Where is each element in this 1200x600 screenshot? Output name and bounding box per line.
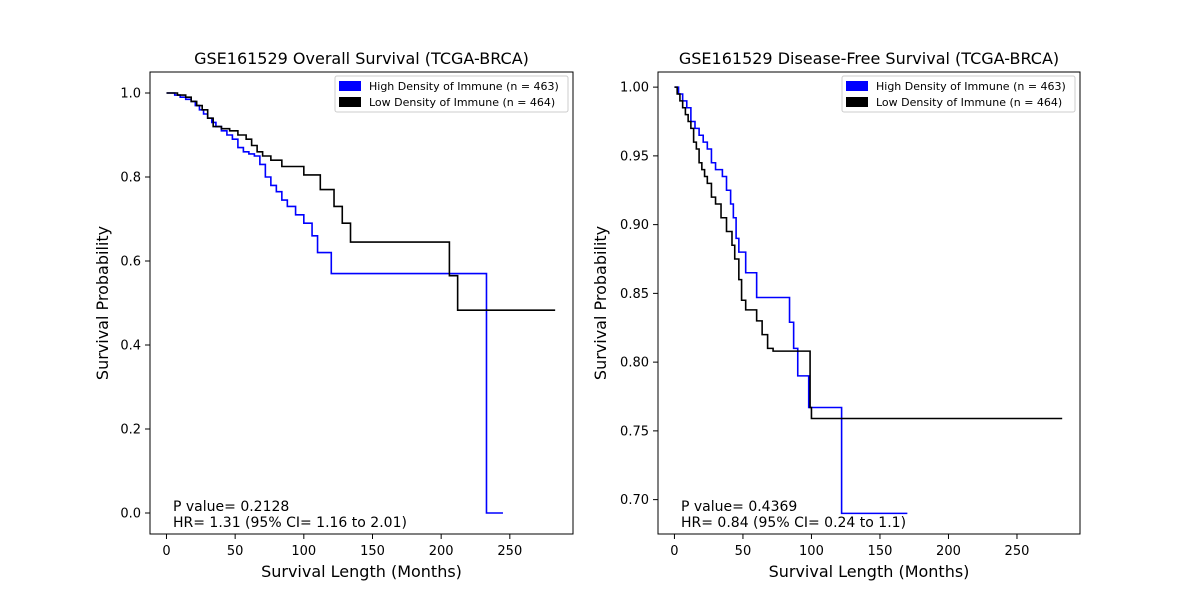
legend: High Density of Immune (n = 463) Low Den… bbox=[841, 75, 1076, 113]
x-axis-label: Survival Length (Months) bbox=[769, 562, 970, 581]
y-axis-label: Survival Probability bbox=[591, 226, 610, 380]
y-tick-label: 0.6 bbox=[120, 255, 141, 270]
legend-label-low: Low Density of Immune (n = 464) bbox=[369, 96, 555, 109]
survival-curve-low-density bbox=[674, 86, 1063, 420]
y-tick-label: 0.90 bbox=[620, 218, 649, 233]
legend-swatch-low bbox=[846, 97, 868, 107]
legend-swatch-high bbox=[846, 81, 868, 91]
axis-ticks: 0 50 100 150 200 250 0.0 0.2 0.4 0.6 0.8 1.0 bbox=[120, 87, 522, 560]
x-tick-label: 200 bbox=[936, 544, 961, 559]
x-tick-label: 50 bbox=[227, 544, 244, 559]
hazard-ratio-annotation: HR= 1.31 (95% CI= 1.16 to 2.01) bbox=[173, 515, 407, 531]
hazard-ratio-annotation: HR= 0.84 (95% CI= 0.24 to 1.1) bbox=[681, 515, 906, 531]
x-tick-label: 150 bbox=[360, 544, 385, 559]
y-axis-label: Survival Probability bbox=[93, 226, 112, 380]
x-tick-label: 0 bbox=[670, 544, 678, 559]
plot-frame bbox=[657, 71, 1081, 535]
plot-area bbox=[150, 72, 573, 534]
y-tick-label: 0.70 bbox=[620, 493, 649, 508]
x-tick-label: 50 bbox=[735, 544, 752, 559]
survival-curves bbox=[166, 92, 556, 514]
legend-box bbox=[841, 75, 1076, 113]
x-tick-label: 250 bbox=[1005, 544, 1030, 559]
y-tick-label: 0.0 bbox=[120, 507, 141, 522]
y-tick-label: 0.2 bbox=[120, 423, 141, 438]
legend-swatch-high bbox=[339, 81, 361, 91]
y-tick-label: 0.8 bbox=[120, 171, 141, 186]
y-tick-label: 0.75 bbox=[620, 424, 649, 439]
legend: High Density of Immune (n = 463) Low Den… bbox=[334, 75, 569, 113]
plot-frame bbox=[149, 71, 574, 535]
y-tick-label: 0.95 bbox=[620, 149, 649, 164]
x-tick-label: 0 bbox=[162, 544, 170, 559]
x-axis-label: Survival Length (Months) bbox=[261, 562, 462, 581]
y-tick-label: 0.80 bbox=[620, 356, 649, 371]
survival-curve-high-density bbox=[674, 86, 908, 515]
legend-label-low: Low Density of Immune (n = 464) bbox=[876, 96, 1062, 109]
y-tick-label: 1.00 bbox=[620, 81, 649, 96]
x-tick-label: 100 bbox=[799, 544, 824, 559]
overall-survival-panel: GSE161529 Overall Survival (TCGA-BRCA) S… bbox=[93, 49, 574, 581]
y-tick-label: 0.4 bbox=[120, 339, 141, 354]
p-value-annotation: P value= 0.4369 bbox=[681, 499, 797, 515]
x-tick-label: 100 bbox=[291, 544, 316, 559]
legend-box bbox=[334, 75, 569, 113]
legend-swatch-low bbox=[339, 97, 361, 107]
x-tick-label: 150 bbox=[868, 544, 893, 559]
x-tick-label: 200 bbox=[429, 544, 454, 559]
legend-label-high: High Density of Immune (n = 463) bbox=[876, 80, 1066, 93]
survival-curve-low-density bbox=[166, 92, 556, 311]
plot-area bbox=[658, 72, 1080, 534]
x-tick-label: 250 bbox=[497, 544, 522, 559]
axis-ticks: 0 50 100 150 200 250 0.70 0.75 0.80 0.85 0.90 0.95 1… bbox=[620, 81, 1029, 559]
chart-title: GSE161529 Disease-Free Survival (TCGA-BR… bbox=[679, 49, 1059, 68]
chart-title: GSE161529 Overall Survival (TCGA-BRCA) bbox=[194, 49, 529, 68]
survival-curves bbox=[674, 86, 1063, 515]
y-tick-label: 1.0 bbox=[120, 87, 141, 102]
p-value-annotation: P value= 0.2128 bbox=[173, 499, 289, 515]
disease-free-survival-panel: GSE161529 Disease-Free Survival (TCGA-BR… bbox=[591, 49, 1081, 581]
legend-label-high: High Density of Immune (n = 463) bbox=[369, 80, 559, 93]
y-tick-label: 0.85 bbox=[620, 287, 649, 302]
